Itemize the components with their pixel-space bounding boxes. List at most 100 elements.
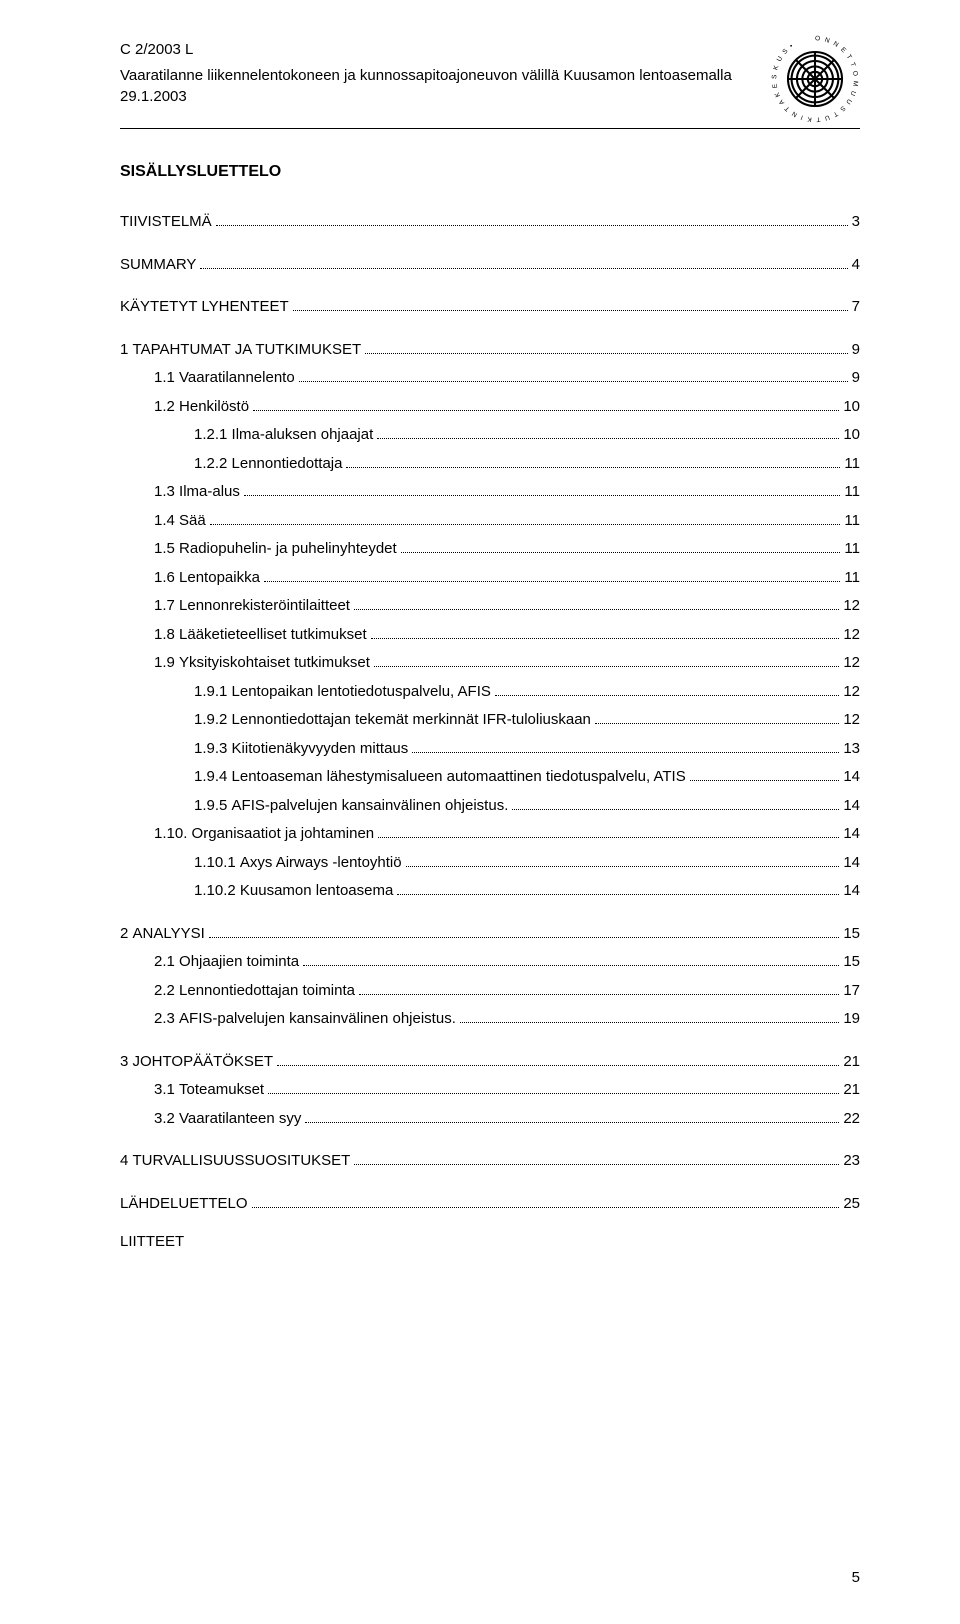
toc-entry[interactable]: 2 ANALYYSI15 [120,923,860,946]
toc-entry-page: 14 [843,880,860,903]
toc-entry-page: 9 [852,367,860,390]
toc-leader-dots [346,467,840,468]
toc-entry-label: SUMMARY [120,254,196,277]
toc-entry-label: Lääketieteelliset tutkimukset [179,624,367,647]
toc-entry-label: Vaaratilanteen syy [179,1108,301,1131]
toc-entry-label: Henkilöstö [179,396,249,419]
toc-entry-label: AFIS-palvelujen kansainvälinen ohjeistus… [232,795,509,818]
toc-entry-label: LÄHDELUETTELO [120,1193,248,1216]
toc-leader-dots [210,524,841,525]
toc-leader-dots [401,552,841,553]
toc-entry[interactable]: 1.10.2 Kuusamon lentoasema14 [194,880,860,903]
toc-entry-page: 12 [843,595,860,618]
section-title: SISÄLLYSLUETTELO [120,163,860,181]
toc-entry[interactable]: 3.2 Vaaratilanteen syy22 [154,1108,860,1131]
toc-entry[interactable]: 2.3 AFIS-palvelujen kansainvälinen ohjei… [154,1008,860,1031]
toc-entry-number: 1.9.4 [194,766,232,789]
toc-group-gap [120,240,860,254]
toc-entry[interactable]: 1.9.1 Lentopaikan lentotiedotuspalvelu, … [194,681,860,704]
toc-entry[interactable]: 1.1 Vaaratilannelento9 [154,367,860,390]
toc-entry[interactable]: 2.2 Lennontiedottajan toiminta17 [154,980,860,1003]
toc-entry[interactable]: 1.9.2 Lennontiedottajan tekemät merkinnä… [194,709,860,732]
toc-entry-label: TIIVISTELMÄ [120,211,212,234]
toc-entry-number: 1.3 [154,481,179,504]
toc-entry-page: 11 [844,567,860,590]
toc-entry[interactable]: 1.10. Organisaatiot ja johtaminen14 [154,823,860,846]
toc-entry-number: 1.9.5 [194,795,232,818]
toc-entry[interactable]: 1.4 Sää11 [154,510,860,533]
toc-entry-page: 10 [843,424,860,447]
toc-leader-dots [303,965,839,966]
toc-entry-page: 9 [852,339,860,362]
toc-entry-number: 1.2 [154,396,179,419]
toc-entry[interactable]: 1 TAPAHTUMAT JA TUTKIMUKSET9 [120,339,860,362]
toc-entry[interactable]: KÄYTETYT LYHENTEET7 [120,296,860,319]
toc-entry[interactable]: 1.9.5 AFIS-palvelujen kansainvälinen ohj… [194,795,860,818]
toc-group-gap [120,1136,860,1150]
toc-leader-dots [374,666,839,667]
header-underline [120,128,860,129]
toc-entry-label: AFIS-palvelujen kansainvälinen ohjeistus… [179,1008,456,1031]
toc-group-gap [120,282,860,296]
toc-entry-number: 2.2 [154,980,179,1003]
toc-entry[interactable]: 3 JOHTOPÄÄTÖKSET21 [120,1051,860,1074]
toc-entry-number: 2 [120,923,133,946]
toc-entry[interactable]: 1.5 Radiopuhelin- ja puhelinyhteydet11 [154,538,860,561]
toc-entry[interactable]: 1.10.1 Axys Airways -lentoyhtiö14 [194,852,860,875]
toc-leader-dots [354,609,839,610]
toc-entry[interactable]: 1.7 Lennonrekisteröintilaitteet12 [154,595,860,618]
toc-entry-label: KÄYTETYT LYHENTEET [120,296,289,319]
toc-entry[interactable]: 4 TURVALLISUUSSUOSITUKSET23 [120,1150,860,1173]
toc-entry-number: 1.9 [154,652,179,675]
toc-leader-dots [377,438,839,439]
toc-entry[interactable]: 1.9.4 Lentoaseman lähestymisalueen autom… [194,766,860,789]
toc-entry-label: Kuusamon lentoasema [240,880,393,903]
toc-entry[interactable]: 1.9 Yksityiskohtaiset tutkimukset12 [154,652,860,675]
toc-entry-label: Lentopaikka [179,567,260,590]
toc-entry-number: 3.2 [154,1108,179,1131]
toc-entry[interactable]: 1.9.3 Kiitotienäkyvyyden mittaus13 [194,738,860,761]
toc-entry-number: 2.3 [154,1008,179,1031]
toc-entry[interactable]: 1.2.1 Ilma-aluksen ohjaajat10 [194,424,860,447]
toc-entry[interactable]: 2.1 Ohjaajien toiminta15 [154,951,860,974]
toc-leader-dots [354,1164,839,1165]
toc-entry-label: Lennontiedottajan toiminta [179,980,355,1003]
toc-entry-page: 15 [843,951,860,974]
toc-leader-dots [299,381,848,382]
toc-entry-label: Radiopuhelin- ja puhelinyhteydet [179,538,397,561]
toc-leader-dots [365,353,848,354]
toc-entry-page: 11 [844,510,860,533]
toc-entry-page: 21 [843,1079,860,1102]
toc-entry[interactable]: TIIVISTELMÄ3 [120,211,860,234]
toc-entry-label: Organisaatiot ja johtaminen [192,823,375,846]
toc-entry-label: TURVALLISUUSSUOSITUKSET [133,1150,351,1173]
toc-entry[interactable]: 1.6 Lentopaikka11 [154,567,860,590]
toc-entry[interactable]: 1.2.2 Lennontiedottaja11 [194,453,860,476]
toc-leader-dots [359,994,839,995]
appendix-label: LIITTEET [120,1233,860,1250]
toc-entry[interactable]: SUMMARY4 [120,254,860,277]
toc-entry[interactable]: LÄHDELUETTELO25 [120,1193,860,1216]
toc-entry-label: Lennontiedottaja [232,453,343,476]
toc-entry-label: JOHTOPÄÄTÖKSET [133,1051,274,1074]
toc-entry[interactable]: 1.8 Lääketieteelliset tutkimukset12 [154,624,860,647]
agency-logo-icon: O N N E T T O M U U S T U T K I N T A K … [770,34,860,124]
toc-entry-page: 12 [843,652,860,675]
toc-entry-number: 1.10. [154,823,192,846]
toc-entry-label: Lennontiedottajan tekemät merkinnät IFR-… [232,709,591,732]
toc-entry[interactable]: 1.3 Ilma-alus11 [154,481,860,504]
toc-entry-number: 3.1 [154,1079,179,1102]
toc-entry-label: Axys Airways -lentoyhtiö [240,852,402,875]
toc-leader-dots [512,809,839,810]
toc-entry-number: 1.2.1 [194,424,232,447]
toc-leader-dots [406,866,840,867]
toc-leader-dots [305,1122,839,1123]
document-header: C 2/2003 L Vaaratilanne liikennelentokon… [120,40,732,107]
toc-entry[interactable]: 1.2 Henkilöstö 10 [154,396,860,419]
toc-group-gap [120,1037,860,1051]
toc-entry[interactable]: 3.1 Toteamukset21 [154,1079,860,1102]
toc-entry-page: 10 [843,396,860,419]
toc-entry-page: 14 [843,795,860,818]
toc-entry-label: Vaaratilannelento [179,367,295,390]
toc-entry-page: 14 [843,852,860,875]
